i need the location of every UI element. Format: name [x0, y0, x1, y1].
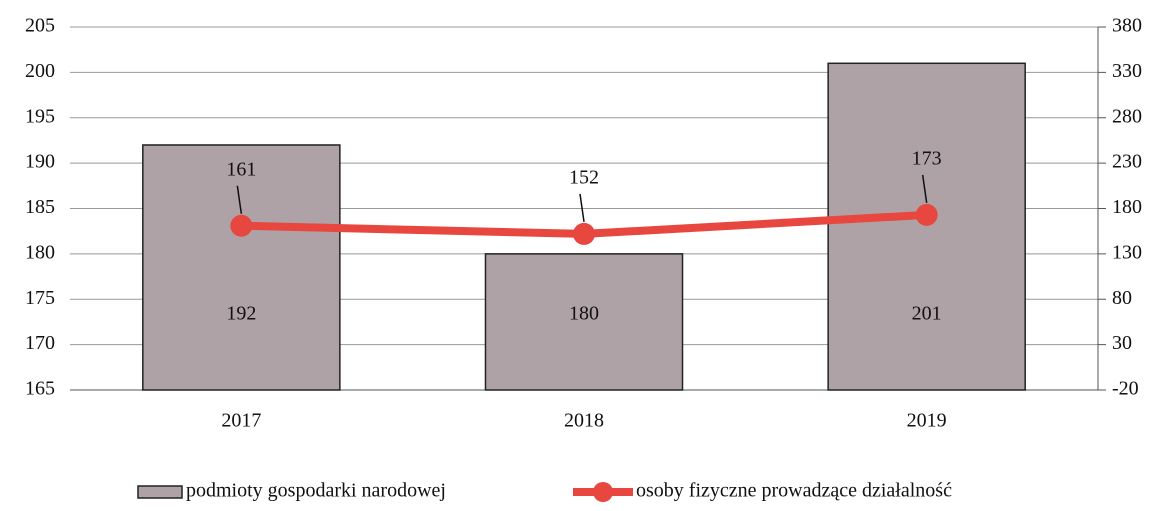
- y2-tick-label: -20: [1112, 378, 1139, 400]
- x-tick-label: 2018: [564, 410, 604, 432]
- line-value-label: 173: [912, 147, 942, 169]
- legend-swatch: [137, 485, 183, 499]
- y2-tick-label: 330: [1112, 60, 1142, 82]
- y2-tick-label: 380: [1112, 15, 1142, 37]
- y2-tick-label: 280: [1112, 105, 1142, 127]
- y-tick-label: 190: [25, 151, 55, 173]
- bar: [142, 144, 341, 391]
- y-tick-label: 195: [25, 105, 55, 127]
- y2-tick-label: 180: [1112, 196, 1142, 218]
- legend-label: osoby fizyczne prowadzące działalność: [636, 480, 952, 502]
- line-marker: [573, 222, 595, 245]
- line-marker: [915, 203, 938, 226]
- label-leader: [236, 185, 243, 214]
- label-leader: [579, 193, 585, 223]
- line-value-label: 152: [569, 167, 599, 189]
- y-tick-label: 205: [25, 15, 55, 37]
- bar: [827, 62, 1026, 391]
- y-tick-label: 200: [25, 60, 55, 82]
- y2-tick-label: 30: [1112, 332, 1132, 354]
- line-marker: [230, 214, 253, 237]
- y-tick-label: 185: [25, 196, 55, 218]
- x-tick-label: 2019: [907, 410, 947, 432]
- y-tick-label: 170: [25, 332, 55, 354]
- y2-tick-label: 80: [1112, 287, 1132, 309]
- x-tick-label: 2017: [221, 410, 261, 432]
- y-tick-label: 175: [25, 287, 55, 309]
- legend-label: podmioty gospodarki narodowej: [186, 480, 446, 502]
- y-tick-label: 180: [25, 241, 55, 263]
- bar-value-label: 192: [226, 303, 256, 325]
- y2-tick-label: 230: [1112, 151, 1142, 173]
- label-leader: [921, 174, 928, 203]
- bar: [484, 253, 684, 391]
- y-tick-label: 165: [25, 378, 55, 400]
- line-value-label: 161: [226, 158, 256, 180]
- bar-value-label: 201: [912, 303, 942, 325]
- bar-value-label: 180: [569, 303, 599, 325]
- y2-tick-label: 130: [1112, 241, 1142, 263]
- legend-swatch-marker: [593, 482, 613, 502]
